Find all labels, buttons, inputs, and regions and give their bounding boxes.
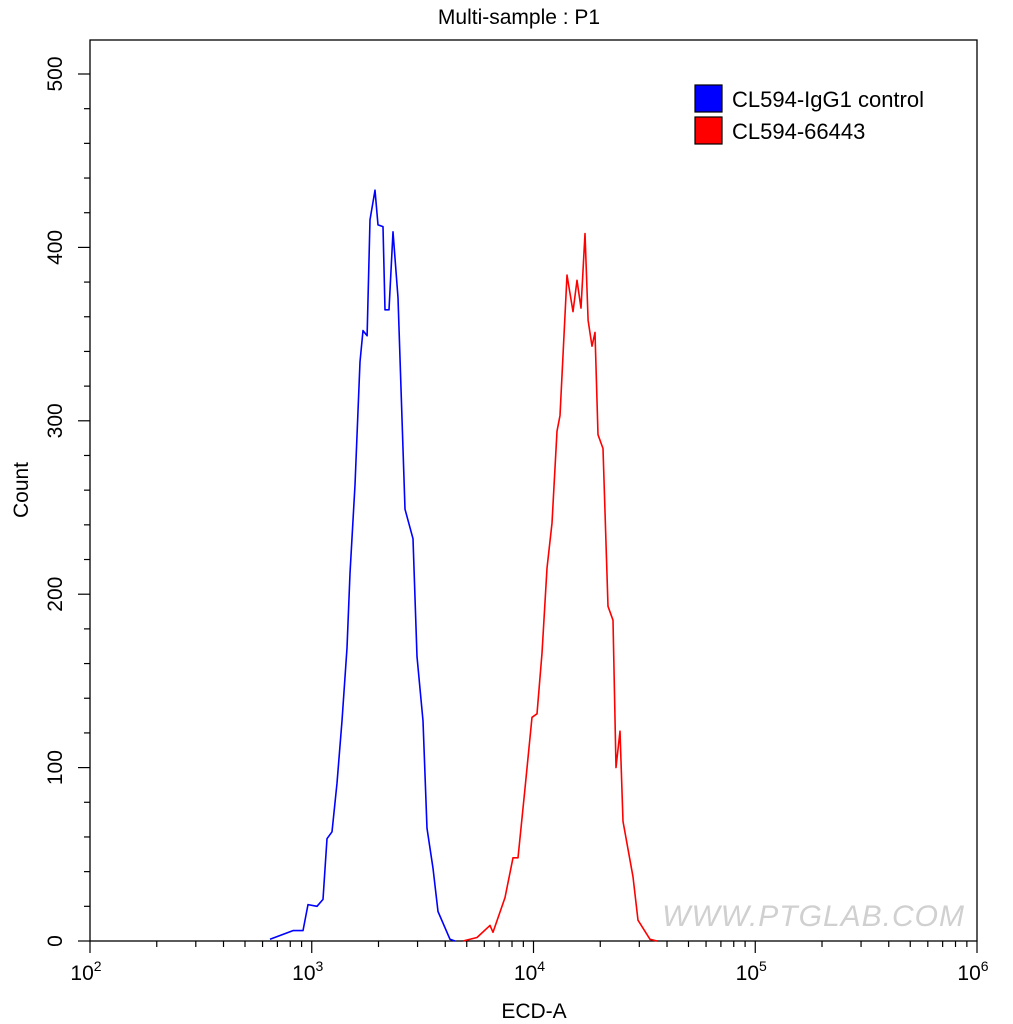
x-axis: 102 103 104 105 106 [70, 941, 989, 985]
watermark: WWW.PTGLAB.COM [662, 900, 965, 933]
x-tick-base: 10 [736, 962, 759, 985]
legend-label-igg1-control: CL594-IgG1 control [732, 87, 924, 112]
series-layer [269, 189, 658, 942]
x-tick-base: 10 [292, 962, 315, 985]
y-tick-label: 500 [44, 56, 67, 91]
x-tick-base: 10 [70, 962, 93, 985]
x-tick-label: 103 [292, 958, 323, 985]
legend-swatch-igg1-control [694, 84, 723, 113]
x-tick-label: 102 [70, 958, 101, 985]
legend-label-66443: CL594-66443 [732, 119, 865, 144]
y-tick-label: 200 [44, 577, 67, 612]
x-tick-label: 106 [957, 958, 988, 985]
x-tick-exponent: 3 [316, 958, 324, 974]
y-tick-label: 300 [44, 403, 67, 438]
x-tick-exponent: 6 [981, 958, 989, 974]
y-axis: 0 100 200 300 400 500 [44, 56, 90, 947]
x-tick-label: 105 [736, 958, 767, 985]
plot-area [89, 39, 978, 942]
legend: CL594-IgG1 control CL594-66443 [694, 84, 924, 145]
x-tick-base: 10 [514, 962, 537, 985]
chart-title: Multi-sample : P1 [438, 6, 600, 29]
x-tick-label: 104 [514, 958, 545, 985]
y-tick-label: 100 [44, 750, 67, 785]
x-tick-exponent: 4 [537, 958, 545, 974]
x-tick-base: 10 [957, 962, 980, 985]
series-line-66443 [462, 232, 658, 942]
y-tick-label: 400 [44, 230, 67, 265]
legend-swatch-66443 [694, 116, 723, 145]
x-axis-label: ECD-A [501, 1000, 566, 1023]
y-tick-label: 0 [44, 935, 67, 947]
series-line-igg1-control [269, 189, 456, 942]
x-tick-exponent: 5 [759, 958, 767, 974]
x-tick-exponent: 2 [94, 958, 102, 974]
y-axis-label: Count [10, 462, 33, 518]
